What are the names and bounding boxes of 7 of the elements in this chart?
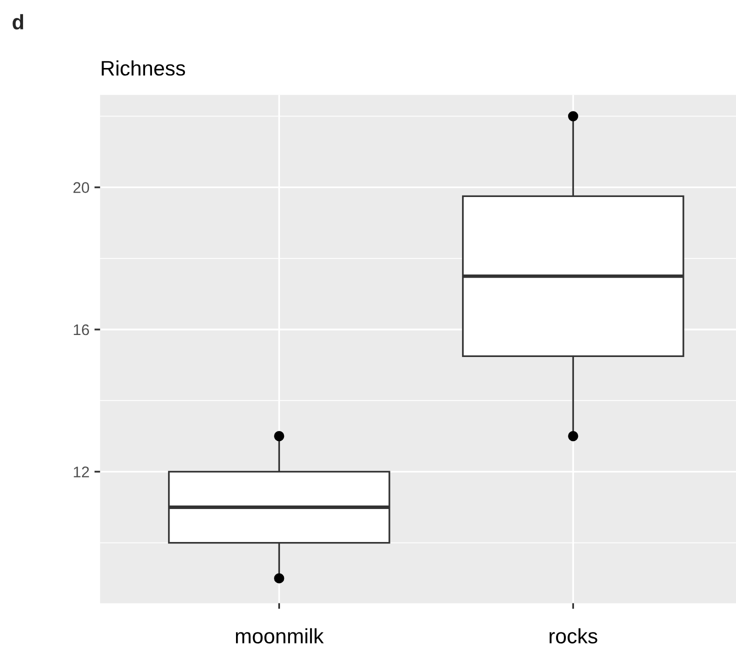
chart-title: Richness	[102, 60, 186, 76]
y-tick-label: 20	[73, 182, 90, 194]
x-tick-label: rocks	[550, 628, 598, 644]
y-tick-label: 12	[74, 466, 89, 478]
text: d	[12, 14, 24, 30]
y-tick-label: 16	[74, 324, 90, 336]
x-tick-label: moonmilk	[236, 628, 324, 644]
